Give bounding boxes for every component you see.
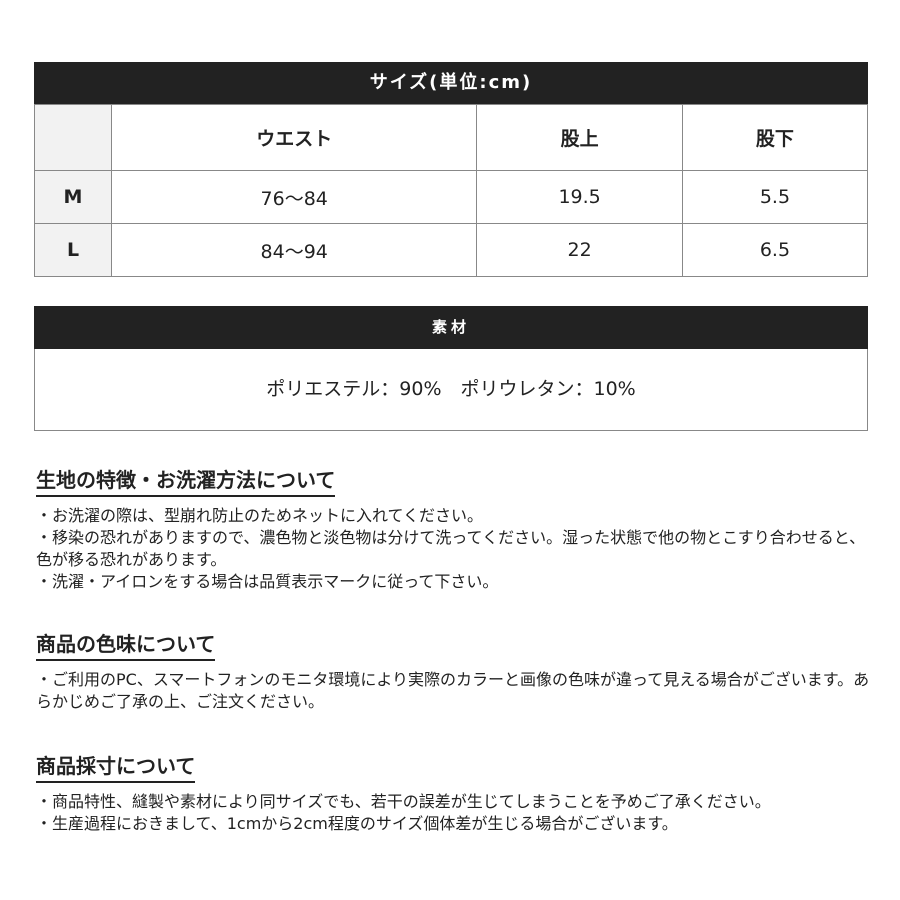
row-size: L — [34, 223, 112, 277]
cell: 19.5 — [476, 170, 683, 224]
section-fabric-care: 生地の特徴・お洗濯方法について ・お洗濯の際は、型崩れ防止のためネットに入れてく… — [36, 464, 876, 593]
table-header-row: ウエスト 股上 股下 — [34, 104, 869, 171]
section-line: ・ご利用のPC、スマートフォンのモニタ環境により実際のカラーと画像の色味が違って… — [36, 670, 870, 711]
cell: 76～84 — [110, 170, 478, 224]
section-measurement: 商品採寸について ・商品特性、縫製や素材により同サイズでも、若干の誤差が生じてし… — [36, 750, 876, 835]
section-line: ・お洗濯の際は、型崩れ防止のためネットに入れてください。 — [36, 506, 484, 525]
material-title: 素材 — [34, 306, 868, 349]
cell: 22 — [476, 223, 683, 277]
header-inseam: 股下 — [681, 104, 869, 171]
section-line: ・移染の恐れがありますので、濃色物と淡色物は分けて洗ってください。湿った状態で他… — [36, 528, 866, 569]
size-table: ウエスト 股上 股下 M 76～84 19.5 5.5 L 84～94 22 6… — [34, 104, 869, 277]
section-line: ・洗濯・アイロンをする場合は品質表示マークに従って下さい。 — [36, 572, 499, 591]
header-waist: ウエスト — [110, 104, 478, 171]
cell: 5.5 — [681, 170, 869, 224]
section-line: ・生産過程におきまして、1cmから2cm程度のサイズ個体差が生じる場合がございま… — [36, 814, 678, 833]
section-line: ・商品特性、縫製や素材により同サイズでも、若干の誤差が生じてしまうことを予めご了… — [36, 792, 771, 811]
section-title: 商品採寸について — [36, 750, 196, 783]
section-title: 商品の色味について — [36, 628, 216, 661]
table-row: L 84～94 22 6.5 — [34, 223, 869, 277]
material-text: ポリエステル：90% ポリウレタン：10% — [34, 349, 868, 431]
size-table-title: サイズ(単位:cm) — [34, 62, 868, 104]
section-color: 商品の色味について ・ご利用のPC、スマートフォンのモニタ環境により実際のカラー… — [36, 628, 876, 713]
row-size: M — [34, 170, 112, 224]
cell: 6.5 — [681, 223, 869, 277]
header-rise: 股上 — [476, 104, 683, 171]
cell: 84～94 — [110, 223, 478, 277]
table-row: M 76～84 19.5 5.5 — [34, 170, 869, 224]
corner-cell — [34, 104, 112, 171]
section-title: 生地の特徴・お洗濯方法について — [36, 464, 336, 497]
